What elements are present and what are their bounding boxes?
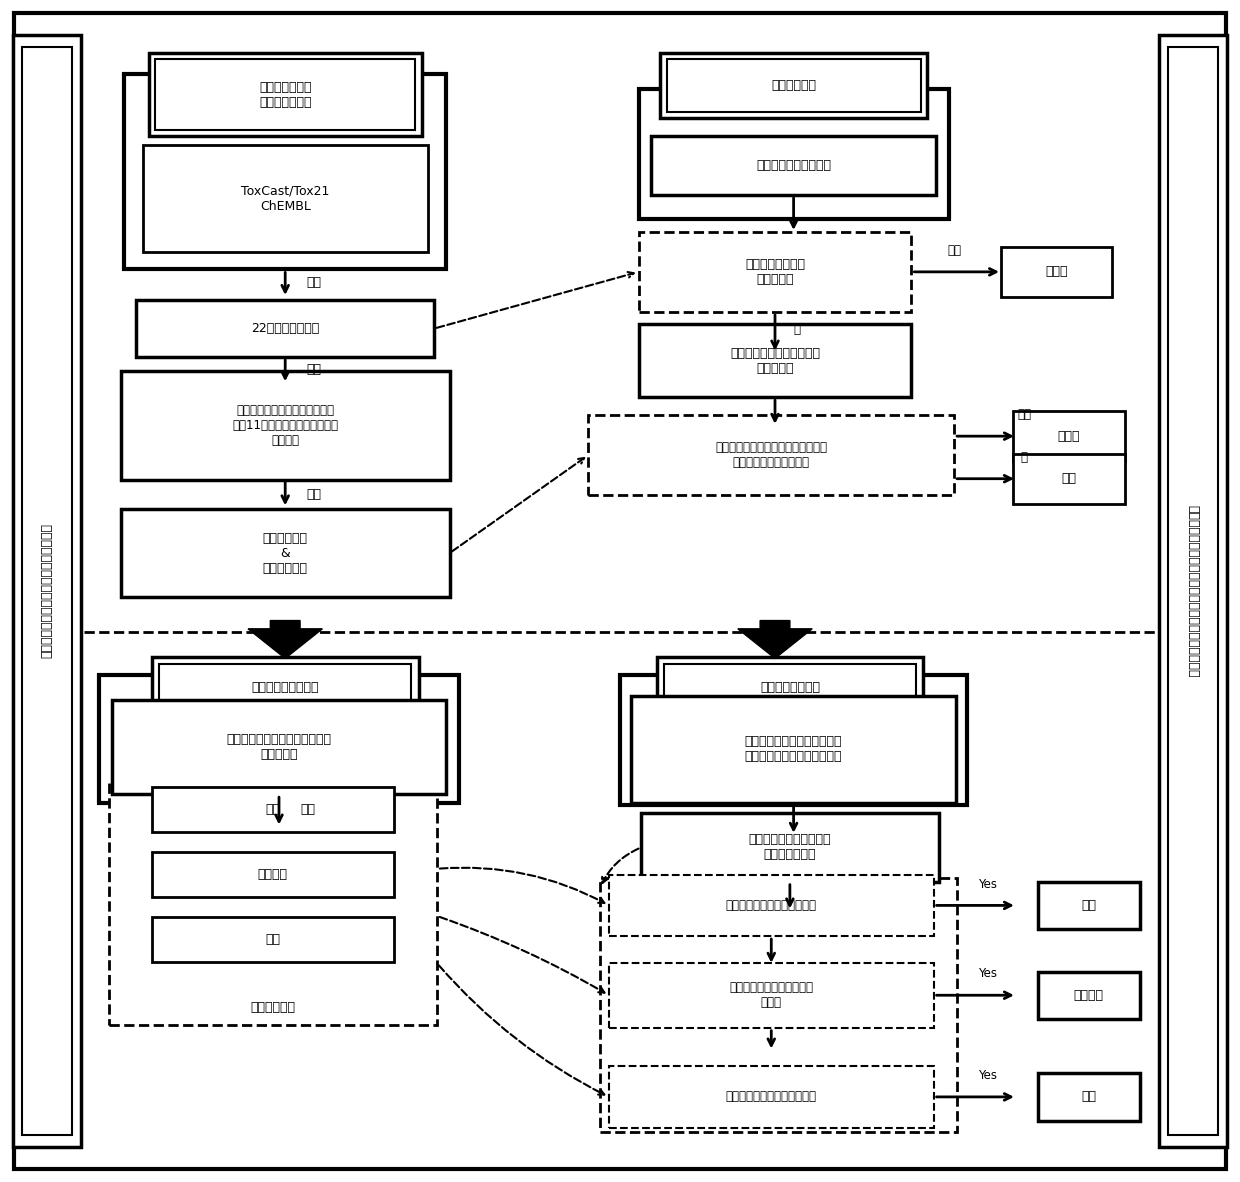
Text: 非活性: 非活性 [1045,266,1068,278]
Text: 基于内分泌干扰物高通量筛查模型的筛查方法流程图: 基于内分泌干扰物高通量筛查模型的筛查方法流程图 [1187,505,1199,677]
FancyBboxPatch shape [1013,411,1125,461]
FancyBboxPatch shape [151,787,394,832]
Text: 满足一级、二级活性警示结构
的未知干扰活性类型的化合物: 满足一级、二级活性警示结构 的未知干扰活性类型的化合物 [745,735,842,764]
Text: 满足相关又拟又抗三级警示
结构？: 满足相关又拟又抗三级警示 结构？ [729,981,813,1009]
Polygon shape [738,621,812,658]
Text: 活性筛查模块: 活性筛查模块 [771,79,816,91]
Text: 又拟又抗: 又拟又抗 [1074,989,1104,1001]
FancyBboxPatch shape [639,324,911,397]
Text: 满足相关拟性三级警示结构？: 满足相关拟性三级警示结构？ [725,900,817,911]
FancyBboxPatch shape [660,52,926,117]
Text: ToxCast/Tox21
ChEMBL: ToxCast/Tox21 ChEMBL [241,184,330,213]
FancyBboxPatch shape [136,300,434,357]
FancyBboxPatch shape [641,813,939,882]
FancyBboxPatch shape [122,371,450,480]
FancyBboxPatch shape [12,35,82,1147]
FancyBboxPatch shape [639,232,911,312]
FancyBboxPatch shape [631,696,956,803]
Text: 不是: 不是 [947,245,962,256]
FancyBboxPatch shape [1168,47,1218,1135]
Text: 是: 是 [1021,452,1028,463]
FancyBboxPatch shape [588,415,955,495]
FancyBboxPatch shape [651,136,936,195]
FancyBboxPatch shape [143,145,428,252]
Text: 基于分类标准，将化合物聚
类于某一类: 基于分类标准，将化合物聚 类于某一类 [730,346,820,375]
FancyBboxPatch shape [657,657,923,719]
FancyBboxPatch shape [665,664,915,712]
Text: 活性一级、二级
警示结构的提取: 活性一级、二级 警示结构的提取 [259,80,311,109]
Text: 22个一级警示结构: 22个一级警示结构 [250,323,320,335]
FancyBboxPatch shape [609,962,934,1027]
Text: 拟性: 拟性 [1081,900,1096,911]
FancyBboxPatch shape [99,675,459,803]
FancyBboxPatch shape [639,89,949,219]
FancyBboxPatch shape [609,875,934,936]
Text: 干扰活性筛查模块: 干扰活性筛查模块 [760,682,820,694]
Text: 抗件: 抗件 [1081,1091,1096,1103]
Text: 抗性: 抗性 [265,934,280,946]
Text: 提取: 提取 [306,488,321,500]
FancyBboxPatch shape [620,675,967,805]
Text: 不是: 不是 [1017,409,1032,421]
FancyBboxPatch shape [1038,1073,1140,1121]
Text: 至少存在一个相关二级警示结构或者
满足物理化学性质阈值？: 至少存在一个相关二级警示结构或者 满足物理化学性质阈值？ [715,441,827,469]
Text: 活性: 活性 [1061,473,1076,485]
FancyBboxPatch shape [149,53,422,136]
FancyBboxPatch shape [155,59,415,130]
Text: Yes: Yes [977,878,997,890]
Text: 二级警示结构
&
物理化学性质: 二级警示结构 & 物理化学性质 [263,532,308,574]
FancyBboxPatch shape [124,73,446,269]
Text: 提取: 提取 [300,804,315,816]
FancyBboxPatch shape [1038,972,1140,1019]
FancyBboxPatch shape [1001,247,1112,297]
Text: 三级警示结构: 三级警示结构 [250,1001,295,1014]
Text: 基于满足的一级、二级警
示结构进行聚类: 基于满足的一级、二级警 示结构进行聚类 [749,833,831,862]
FancyBboxPatch shape [1013,454,1125,504]
Text: 至少存在一个一级
警示结构？: 至少存在一个一级 警示结构？ [745,258,805,286]
FancyBboxPatch shape [151,657,419,719]
FancyBboxPatch shape [1038,882,1140,929]
Text: 满足一级、二级活性警示结构的
活性化合物: 满足一级、二级活性警示结构的 活性化合物 [227,733,331,761]
FancyBboxPatch shape [109,782,438,1025]
Text: 提取: 提取 [306,277,321,288]
Text: Yes: Yes [977,968,997,980]
FancyBboxPatch shape [14,13,1226,1169]
FancyBboxPatch shape [159,664,412,712]
Polygon shape [248,621,322,658]
Text: 未知干扰活性的化合物: 未知干扰活性的化合物 [756,160,831,171]
FancyBboxPatch shape [667,58,920,111]
Text: 三级警示站构的提取: 三级警示站构的提取 [252,682,319,694]
Text: 内分泌干扰物高通量筛查模型建立流程图: 内分泌干扰物高通量筛查模型建立流程图 [41,524,53,658]
Text: 基于一级警示结构特征将化合物
分为11小组，每一组间化合物不
存在交叉: 基于一级警示结构特征将化合物 分为11小组，每一组间化合物不 存在交叉 [232,404,339,447]
FancyBboxPatch shape [22,47,72,1135]
Text: 非活性: 非活性 [1058,430,1080,442]
FancyBboxPatch shape [151,917,394,962]
Text: 又拟又抗: 又拟又抗 [258,869,288,881]
Text: 拟性: 拟性 [265,804,280,816]
FancyBboxPatch shape [609,1066,934,1128]
FancyBboxPatch shape [112,700,446,794]
Text: 分类: 分类 [306,364,321,376]
FancyBboxPatch shape [1158,35,1228,1147]
FancyBboxPatch shape [151,852,394,897]
FancyBboxPatch shape [600,877,957,1132]
Text: 满足相关抗件一级警示结构？: 满足相关抗件一级警示结构？ [725,1091,817,1103]
FancyBboxPatch shape [122,509,450,597]
Text: 是: 是 [794,324,801,336]
Text: Yes: Yes [977,1070,997,1082]
